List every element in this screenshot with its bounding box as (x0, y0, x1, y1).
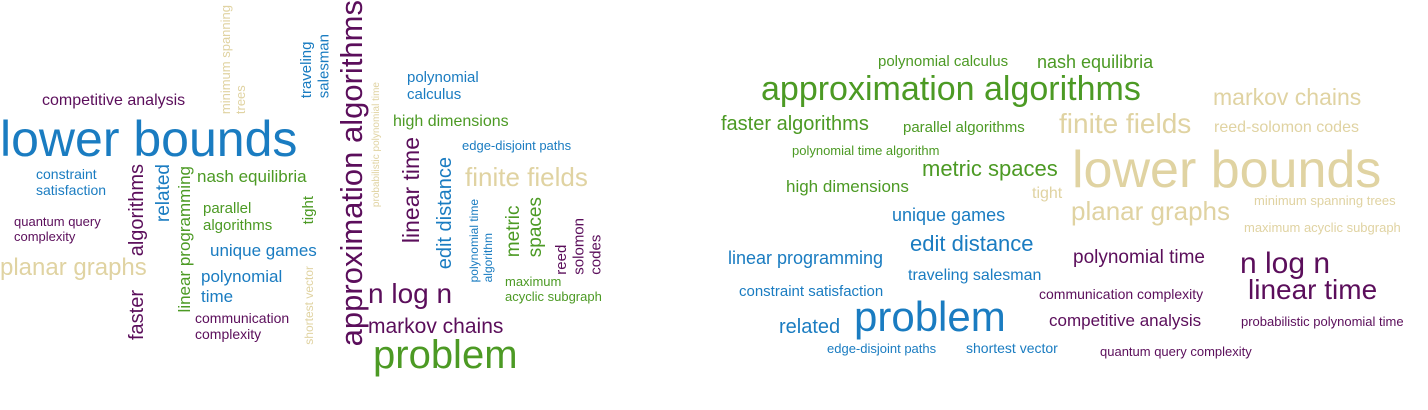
word-probabilistic-polynomial-time: probabilistic polynomial time (1241, 314, 1404, 329)
word-polynomial-time: polynomial time (1073, 247, 1205, 268)
word-competitive-analysis: competitive analysis (42, 92, 186, 109)
word-linear-programming: linear programming (728, 248, 884, 268)
word-faster: faster (126, 290, 148, 341)
word-polynomial-calculus: polynomial calculus (407, 69, 479, 104)
word-markov-chains: markov chains (368, 315, 504, 338)
word-nash-equilibria: nash equilibria (1037, 52, 1154, 72)
word-planar-graphs: planar graphs (0, 254, 147, 281)
word-traveling-salesman: traveling salesman (298, 34, 333, 99)
word-probabilistic-polynomial-time: probabilistic polynomial time (371, 82, 382, 208)
word-communication-complexity: communication complexity (1039, 286, 1204, 302)
word-polynomial-time-algorithm: polynomial time algorithm (467, 199, 495, 283)
word-maximum-acyclic-subgraph: maximum acyclic subgraph (505, 274, 602, 304)
word-tight: tight (1032, 185, 1063, 202)
word-problem: problem (373, 333, 518, 377)
word-metric-spaces: metric spaces (922, 156, 1058, 181)
word-algorithms: algorithms (126, 164, 148, 257)
word-edit-distance: edit distance (434, 157, 456, 270)
right-word-cloud: polynomial calculus nash equilibria appr… (700, 0, 1428, 410)
word-approximation-algorithms: approximation algorithms (761, 70, 1141, 108)
word-parallel-algorithms: parallel algorithms (903, 119, 1025, 136)
word-finite-fields: finite fields (465, 162, 588, 192)
word-linear-time: linear time (398, 137, 424, 244)
word-traveling-salesman: traveling salesman (908, 267, 1042, 284)
word-competitive-analysis: competitive analysis (1049, 311, 1202, 330)
word-reed-solomon-codes: reed-solomon codes (1214, 119, 1359, 136)
left-word-cloud: lower bounds approximation algorithms co… (0, 0, 640, 410)
word-markov-chains: markov chains (1213, 84, 1362, 110)
word-minimum-spanning-trees: minimum spanning trees (1254, 193, 1396, 208)
word-maximum-acyclic-subgraph: maximum acyclic subgraph (1244, 220, 1401, 235)
word-communication-complexity: communication complexity (195, 310, 290, 343)
word-n-log-n: n log n (368, 278, 453, 309)
word-shortest-vector: shortest vector (302, 266, 316, 345)
word-metric-spaces: metric spaces (503, 197, 546, 258)
word-polynomial-calculus: polynomial calculus (878, 53, 1009, 70)
word-related: related (153, 164, 174, 223)
word-edge-disjoint-paths: edge-disjoint paths (827, 341, 937, 356)
word-shortest-vector: shortest vector (966, 340, 1058, 356)
word-parallel-algorithms: parallel algorithms (203, 200, 273, 235)
word-n-log-n: n log n (1240, 247, 1331, 280)
word-unique-games: unique games (892, 205, 1006, 225)
word-minimum-spanning-trees: minimum spanning trees (218, 5, 248, 115)
word-planar-graphs: planar graphs (1071, 196, 1230, 226)
word-finite-fields: finite fields (1059, 108, 1192, 139)
word-edge-disjoint-paths: edge-disjoint paths (462, 138, 572, 153)
word-quantum-query-complexity: quantum query complexity (1100, 344, 1252, 359)
word-unique-games: unique games (210, 241, 317, 260)
word-problem: problem (854, 293, 1006, 340)
word-high-dimensions: high dimensions (393, 113, 509, 130)
word-high-dimensions: high dimensions (786, 177, 909, 196)
word-constraint-satisfaction: constraint satisfaction (739, 283, 884, 300)
word-nash-equilibria: nash equilibria (197, 167, 307, 186)
word-linear-time: linear time (1248, 274, 1378, 305)
word-linear-programming: linear programming (175, 166, 194, 313)
word-edit-distance: edit distance (910, 231, 1034, 256)
word-quantum-query-complexity: quantum query complexity (14, 214, 101, 244)
word-tight: tight (300, 196, 317, 225)
word-polynomial-time: polynomial time (201, 267, 283, 306)
word-lower-bounds: lower bounds (0, 111, 298, 167)
word-faster-algorithms: faster algorithms (721, 113, 869, 135)
word-related: related (779, 316, 841, 338)
word-polynomial-time-algorithm: polynomial time algorithm (792, 143, 940, 158)
word-lower-bounds: lower bounds (1072, 141, 1382, 199)
word-approximation-algorithms: approximation algorithms (334, 0, 369, 347)
word-reed-solomon-codes: reed solomon codes (553, 218, 605, 275)
word-constraint-satisfaction: constraint satisfaction (36, 166, 107, 199)
